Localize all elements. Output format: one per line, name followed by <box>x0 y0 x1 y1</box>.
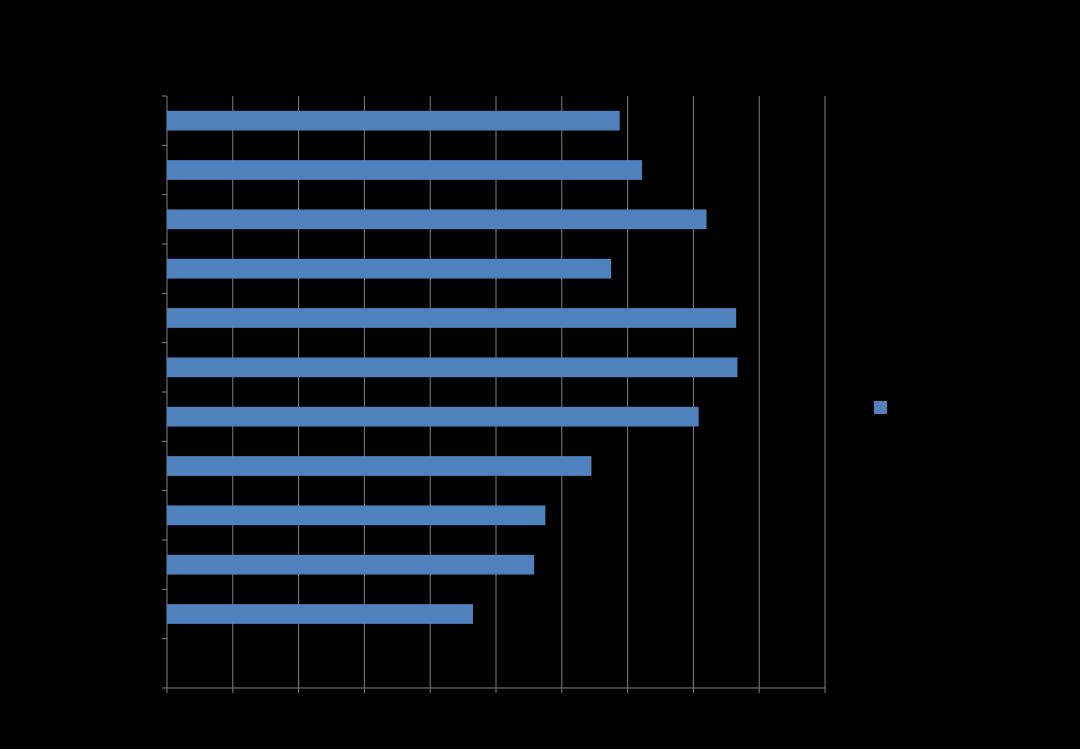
bar <box>167 554 535 575</box>
axes <box>162 95 826 693</box>
bars <box>167 110 738 624</box>
bar <box>167 357 738 378</box>
bar <box>167 258 612 279</box>
bar <box>167 160 643 180</box>
bar <box>167 456 592 476</box>
legend-swatch <box>874 401 887 414</box>
bar <box>167 505 546 526</box>
bar <box>167 110 620 131</box>
bar <box>167 308 737 328</box>
bar <box>167 406 699 427</box>
legend <box>874 401 887 414</box>
bar <box>167 604 473 624</box>
gridlines <box>232 96 826 688</box>
bar <box>167 209 707 230</box>
